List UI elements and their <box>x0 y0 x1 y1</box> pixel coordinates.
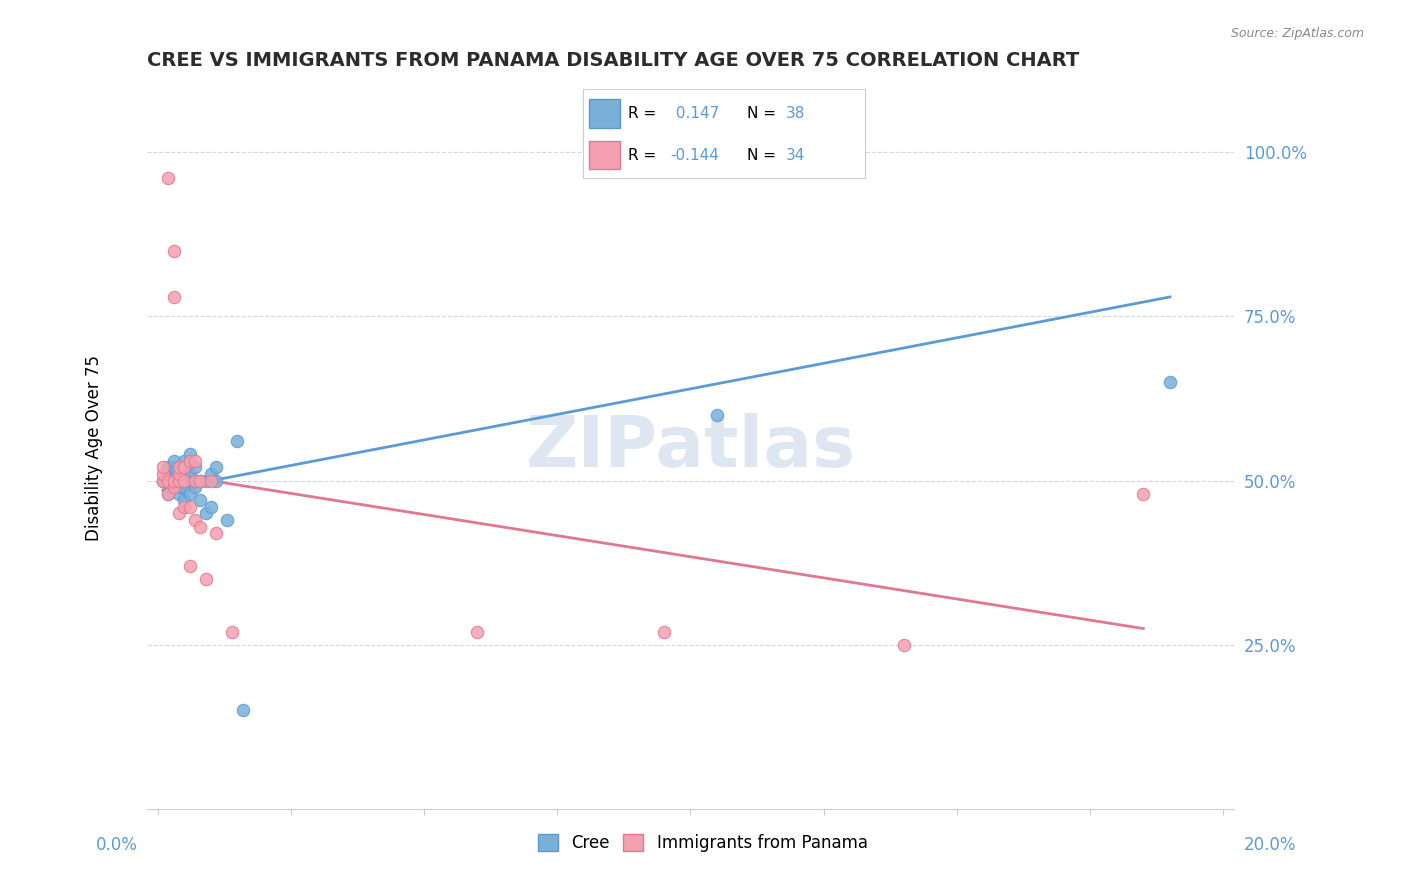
Point <box>184 513 207 527</box>
Point <box>173 474 195 488</box>
Point <box>167 487 190 501</box>
Point <box>184 474 207 488</box>
Point <box>184 454 207 468</box>
Point <box>184 460 207 475</box>
Point <box>162 244 184 258</box>
Point <box>184 474 207 488</box>
Point <box>162 454 184 468</box>
FancyBboxPatch shape <box>589 141 620 169</box>
Point <box>194 474 217 488</box>
Point <box>200 474 222 488</box>
Text: -0.144: -0.144 <box>671 148 720 162</box>
Text: 0.147: 0.147 <box>671 106 718 120</box>
Point <box>465 624 488 639</box>
Point <box>173 467 195 481</box>
Point <box>167 467 190 481</box>
Text: 0.0%: 0.0% <box>96 836 138 854</box>
Point <box>162 474 184 488</box>
Text: R =: R = <box>628 148 662 162</box>
Text: N =: N = <box>747 148 780 162</box>
Point <box>167 507 190 521</box>
Point <box>152 467 174 481</box>
Text: CREE VS IMMIGRANTS FROM PANAMA DISABILITY AGE OVER 75 CORRELATION CHART: CREE VS IMMIGRANTS FROM PANAMA DISABILIT… <box>146 51 1080 70</box>
Text: R =: R = <box>628 106 662 120</box>
Point <box>173 480 195 494</box>
Point <box>162 290 184 304</box>
Point <box>1132 487 1154 501</box>
FancyBboxPatch shape <box>589 99 620 128</box>
Point <box>215 513 238 527</box>
Point <box>162 460 184 475</box>
Point <box>179 500 201 514</box>
Point <box>893 638 915 652</box>
Point <box>188 493 211 508</box>
Point <box>200 467 222 481</box>
Text: 20.0%: 20.0% <box>1244 836 1296 854</box>
Point <box>179 447 201 461</box>
Point <box>157 171 180 186</box>
Point <box>152 460 174 475</box>
Point <box>167 480 190 494</box>
Point <box>173 454 195 468</box>
Point <box>652 624 675 639</box>
Point <box>173 460 195 475</box>
Point <box>194 572 217 586</box>
Text: ZIPatlas: ZIPatlas <box>526 413 855 483</box>
Point <box>232 704 254 718</box>
Point <box>188 474 211 488</box>
Point <box>157 474 180 488</box>
Text: N =: N = <box>747 106 780 120</box>
Point <box>173 474 195 488</box>
Point <box>205 526 228 541</box>
Point <box>226 434 249 449</box>
Point <box>167 460 190 475</box>
Point <box>179 474 201 488</box>
Legend: Cree, Immigrants from Panama: Cree, Immigrants from Panama <box>531 827 875 859</box>
Point <box>1159 375 1181 389</box>
Point <box>188 474 211 488</box>
Y-axis label: Disability Age Over 75: Disability Age Over 75 <box>86 355 104 541</box>
Point <box>205 460 228 475</box>
Text: 34: 34 <box>786 148 806 162</box>
Point <box>173 500 195 514</box>
Point <box>167 467 190 481</box>
Point <box>162 474 184 488</box>
Point <box>152 474 174 488</box>
Point <box>157 487 180 501</box>
Point <box>152 474 174 488</box>
Point <box>157 460 180 475</box>
Point <box>157 487 180 501</box>
Point <box>221 624 243 639</box>
Point <box>179 487 201 501</box>
Point <box>706 408 728 422</box>
Point <box>179 454 201 468</box>
Point <box>167 474 190 488</box>
Point <box>162 480 184 494</box>
Point <box>173 493 195 508</box>
Point <box>157 474 180 488</box>
Point <box>205 474 228 488</box>
Point <box>152 474 174 488</box>
Point <box>200 500 222 514</box>
Text: Source: ZipAtlas.com: Source: ZipAtlas.com <box>1230 27 1364 40</box>
Point <box>188 519 211 533</box>
Point <box>194 507 217 521</box>
Point <box>184 480 207 494</box>
Point <box>167 474 190 488</box>
Point <box>706 158 728 172</box>
Point <box>179 559 201 574</box>
Text: 38: 38 <box>786 106 806 120</box>
Point <box>179 467 201 481</box>
Point <box>162 467 184 481</box>
